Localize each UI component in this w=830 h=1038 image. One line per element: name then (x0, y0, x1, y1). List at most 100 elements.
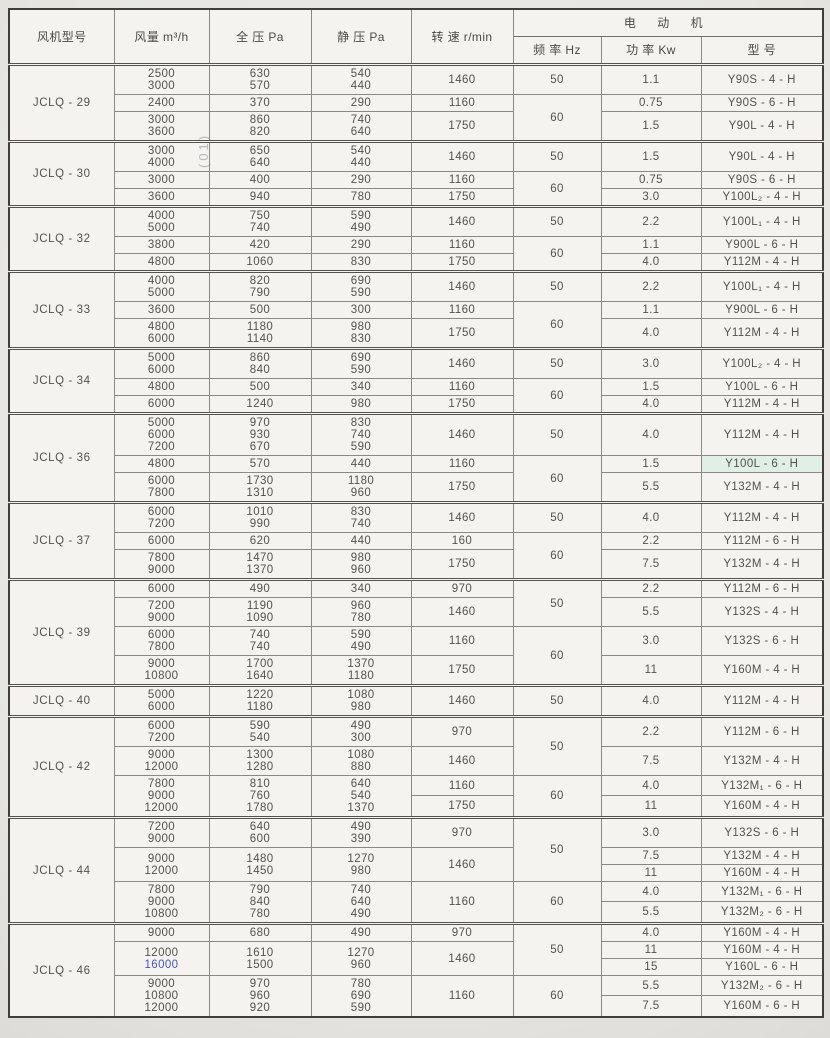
table-row: JCLQ - 40 5000 6000 1220 1180 1080 980 1460 50 4.… (8, 684, 824, 717)
cell-speed: 1460 (410, 63, 514, 95)
cell-speed: 1460 (410, 140, 514, 172)
cell-airflow: 4800 (113, 253, 210, 272)
cell-motor: Y160M - 4 - H (700, 922, 824, 942)
cell-tp: 570 (208, 455, 312, 473)
cell-speed: 1160 (410, 774, 514, 797)
cell-freq: 60 (512, 301, 602, 349)
table-row: 3600 940 780 1750 3.0 Y100L₂ - 4 - H (9, 188, 824, 207)
cell-power: 5.5 (600, 901, 702, 924)
cell-freq: 60 (512, 171, 602, 207)
fan-model-cell: JCLQ - 37 (8, 501, 115, 580)
cell-freq: 50 (512, 63, 602, 95)
cell-speed: 1750 (410, 188, 514, 207)
table-row: 9000 10800 12000 970 960 920 780 690 590 1160 60 5.… (9, 974, 824, 1018)
cell-airflow: 6000 7200 (113, 501, 210, 533)
table-row: JCLQ - 34 5000 6000 860 840 690 590 1460 50 3.0 Y1… (8, 347, 824, 414)
cell-sp: 1270 960 (310, 941, 412, 976)
table-row: 9000 12000 1300 1280 1080 880 1460 7.5 Y132M - 4… (9, 746, 824, 776)
cell-motor: Y160M - 6 - H (700, 995, 824, 1018)
cell-power: 7.5 (600, 847, 702, 865)
cell-airflow: 3800 (113, 236, 210, 254)
table-row: 11 Y160M - 4 - H (9, 864, 824, 882)
cell-speed: 1750 (410, 795, 514, 818)
cell-freq: 50 (512, 816, 602, 882)
cell-tp: 1010 990 (208, 501, 312, 533)
cell-motor: Y100L₂ - 4 - H (700, 188, 824, 207)
table-row: 7800 9000 1470 1370 980 960 1750 7.5 Y132M - 4 -… (9, 549, 824, 580)
cell-tp: 500 (208, 378, 312, 396)
cell-sp: 340 (310, 578, 412, 598)
cell-motor: Y160M - 4 - H (700, 795, 824, 818)
cell-sp: 1080 980 (310, 684, 412, 717)
cell-speed: 1160 (410, 455, 514, 473)
table-row: 7.5 Y160M - 6 - H (9, 995, 824, 1018)
cell-airflow: 6000 (113, 395, 210, 414)
table-row: JCLQ - 29 2500 3000 630 570 540 440 1460 50 1.1 Y9… (8, 63, 824, 142)
cell-sp: 960 780 (310, 597, 412, 627)
cell-power: 2.2 (600, 715, 702, 747)
cell-airflow: 9000 12000 (113, 847, 210, 882)
cell-power: 3.0 (600, 347, 702, 379)
cell-speed: 1460 (410, 270, 514, 302)
cell-tp: 1240 (208, 395, 312, 414)
cell-tp: 640 600 (208, 816, 312, 848)
cell-power: 1.1 (600, 63, 702, 95)
spec-table-body: JCLQ - 29 2500 3000 630 570 540 440 1460 50 1.1 Y9… (8, 63, 824, 1018)
cell-sp: 980 960 (310, 549, 412, 580)
cell-motor: Y160L - 6 - H (700, 958, 824, 976)
cell-power: 2.2 (600, 532, 702, 550)
cell-airflow: 3600 (113, 188, 210, 207)
cell-power: 1.1 (600, 301, 702, 319)
cell-tp: 970 930 670 (208, 412, 312, 456)
cell-tp: 680 (208, 922, 312, 942)
table-row: 4800 1060 830 1750 4.0 Y112M - 4 - H (9, 253, 824, 272)
cell-tp: 500 (208, 301, 312, 319)
cell-speed: 1160 (410, 171, 514, 189)
cell-motor: Y132S - 4 - H (700, 597, 824, 627)
cell-tp: 650 640 (208, 140, 312, 172)
cell-sp: 590 490 (310, 205, 412, 237)
fan-model-cell: JCLQ - 29 (8, 63, 115, 142)
cell-sp: 540 440 (310, 140, 412, 172)
cell-sp: 590 490 (310, 626, 412, 656)
cell-motor: Y112M - 6 - H (700, 715, 824, 747)
cell-motor: Y900L - 6 - H (700, 236, 824, 254)
table-row: 4800 500 340 1160 60 1.5 Y100L - 6 - H (9, 378, 824, 414)
cell-tp: 810 760 1780 (208, 775, 312, 818)
cell-airflow: 2500 3000 (113, 63, 210, 95)
cell-tp: 620 (208, 532, 312, 550)
cell-freq: 50 (512, 684, 602, 717)
cell-airflow: 4800 (113, 455, 210, 473)
cell-speed: 1460 (410, 205, 514, 237)
cell-freq: 50 (512, 922, 602, 976)
cell-freq: 60 (512, 236, 602, 272)
fan-model-cell: JCLQ - 44 (8, 816, 115, 924)
cell-power: 2.2 (600, 270, 702, 302)
cell-speed: 1160 (410, 94, 514, 112)
cell-sp: 290 (310, 171, 412, 189)
cell-freq: 50 (512, 412, 602, 456)
cell-power: 11 (600, 864, 702, 882)
cell-airflow: 6000 (113, 532, 210, 550)
cell-motor: Y132M - 4 - H (700, 549, 824, 580)
cell-tp: 1480 1450 (208, 847, 312, 882)
table-row: 7800 9000 10800 790 840 780 740 640 490 1160 60 4.0… (9, 880, 824, 924)
cell-tp: 1060 (208, 253, 312, 272)
cell-power: 11 (600, 655, 702, 686)
cell-sp: 490 (310, 922, 412, 942)
cell-sp: 440 (310, 532, 412, 550)
cell-power: 11 (600, 795, 702, 818)
cell-power: 15 (600, 958, 702, 976)
cell-airflow: 5000 6000 7200 (113, 412, 210, 456)
cell-speed: 1750 (410, 655, 514, 686)
cell-airflow: 9000 12000 (113, 746, 210, 776)
table-row: JCLQ - 42 6000 7200 590 540 490 300 970 50 2.2 Y11… (8, 715, 824, 818)
table-row: 9000 10800 1700 1640 1370 1180 1750 11 Y160M - 4… (9, 655, 824, 686)
cell-motor: Y112M - 4 - H (700, 501, 824, 533)
cell-power: 2.2 (600, 205, 702, 237)
table-row: 6000 7800 740 740 590 490 1160 60 3.0 Y132S - 6 -… (9, 626, 824, 686)
cell-speed: 970 (410, 922, 514, 942)
table-row: 7800 9000 12000 810 760 1780 640 540 1370 1160 60 4… (9, 774, 824, 818)
cell-freq: 60 (512, 881, 602, 924)
